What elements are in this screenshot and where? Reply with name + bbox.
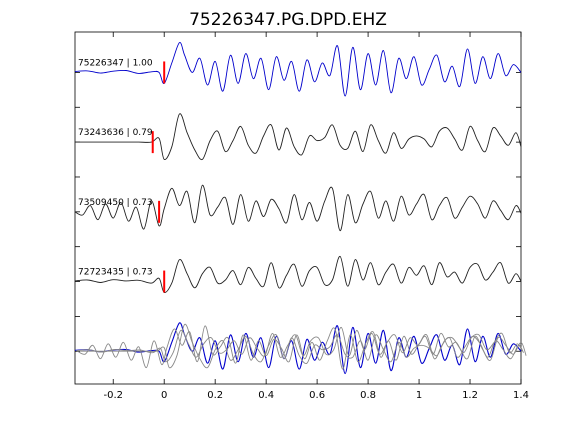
- trace-line: [74, 184, 522, 232]
- trace-label: 75226347 | 1.00: [78, 59, 153, 69]
- trace-line: [74, 255, 522, 294]
- x-tick-label: 0.4: [258, 390, 274, 401]
- axis-ticks: -0.2 0 0.2 0.4 0.6 0.8 1 1.2 1.4: [75, 32, 529, 401]
- x-tick-label: 0: [161, 390, 167, 401]
- overlay-trace-line: [76, 326, 523, 363]
- x-tick-label: 1.2: [462, 390, 478, 401]
- trace-label: 73509450 | 0.73: [78, 198, 153, 208]
- x-tick-label: 0.6: [309, 390, 325, 401]
- overlay-trace-line: [74, 322, 522, 375]
- plot-frame: [74, 31, 522, 385]
- trace-label: 73243636 | 0.79: [78, 128, 153, 138]
- trace-group: 75226347 | 1.00 73243636 | 0.79 73509450 |…: [74, 42, 527, 375]
- x-tick-label: 1.4: [513, 390, 529, 401]
- x-tick-label: 1: [416, 390, 422, 401]
- trace-label: 72723435 | 0.73: [78, 268, 153, 278]
- trace-line: [75, 113, 522, 161]
- x-tick-label: -0.2: [103, 390, 123, 401]
- overlay-trace-line: [77, 325, 524, 370]
- x-tick-label: 0.8: [360, 390, 376, 401]
- figure-title: 75226347.PG.DPD.EHZ: [189, 10, 387, 30]
- x-tick-label: 0.2: [207, 390, 223, 401]
- trace-line: [74, 42, 522, 97]
